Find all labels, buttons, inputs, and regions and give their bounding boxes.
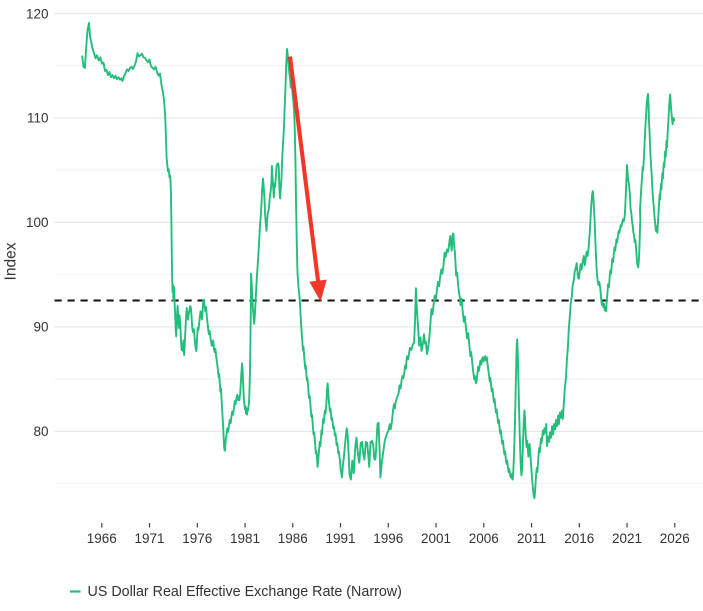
svg-text:2011: 2011 — [517, 531, 546, 546]
svg-text:2021: 2021 — [612, 531, 642, 546]
svg-text:US Dollar Real Effective Excha: US Dollar Real Effective Exchange Rate (… — [88, 584, 402, 600]
svg-text:1976: 1976 — [182, 531, 212, 546]
svg-text:1981: 1981 — [230, 531, 260, 546]
svg-text:80: 80 — [33, 424, 48, 439]
svg-text:110: 110 — [27, 111, 49, 126]
svg-text:2006: 2006 — [469, 531, 499, 546]
svg-text:2001: 2001 — [421, 531, 451, 546]
svg-text:2016: 2016 — [564, 531, 594, 546]
svg-text:2026: 2026 — [660, 531, 690, 546]
svg-text:100: 100 — [26, 215, 49, 230]
svg-text:90: 90 — [33, 320, 48, 335]
svg-text:1966: 1966 — [87, 531, 117, 546]
svg-text:1971: 1971 — [135, 531, 165, 546]
svg-text:Index: Index — [3, 242, 20, 280]
svg-text:1986: 1986 — [278, 531, 308, 546]
svg-text:120: 120 — [26, 6, 49, 21]
svg-text:1996: 1996 — [373, 531, 403, 546]
svg-text:1991: 1991 — [326, 531, 356, 546]
